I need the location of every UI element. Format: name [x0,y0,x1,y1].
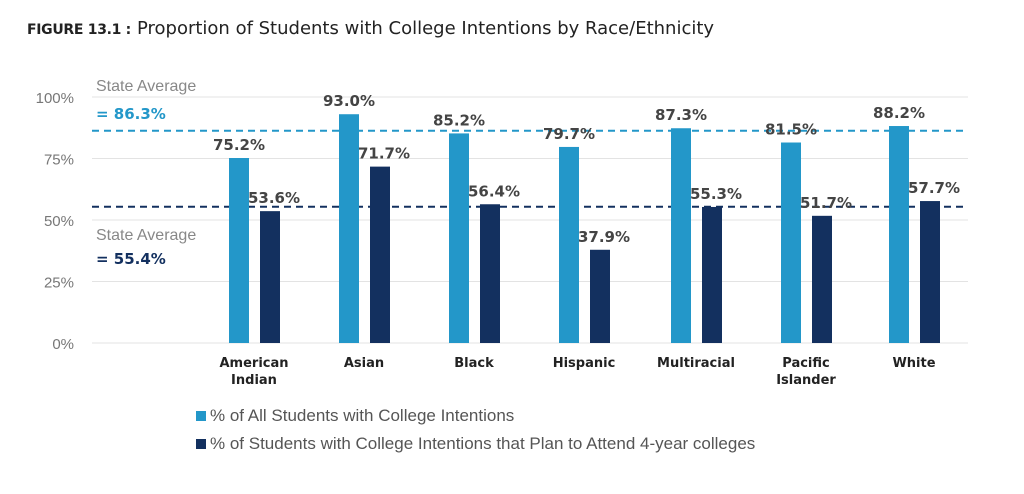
bar-all-students [229,158,249,343]
data-label: 37.9% [578,228,630,246]
y-tick-label: 25% [44,275,74,292]
y-tick-label: 50% [44,213,74,230]
bar-all-students [339,114,359,343]
data-label: 71.7% [358,145,410,163]
chart-title: FIGURE 13.1 : Proportion of Students with… [27,18,714,39]
x-tick-label: Hispanic [553,356,616,371]
state-average-label: State Average [96,227,196,244]
x-tick-label: Indian [231,373,277,388]
legend-item-4year: % of Students with College Intentions th… [196,430,755,458]
state-average-value: = 55.4% [96,250,166,268]
x-tick-label: Multiracial [657,356,735,371]
legend-item-all: % of All Students with College Intention… [196,402,755,430]
data-label: 75.2% [213,136,265,154]
state-average-label: State Average [96,78,196,95]
figure-number: FIGURE 13.1 : [27,22,131,38]
data-label: 57.7% [908,179,960,197]
bar-four-year [480,204,500,343]
data-label: 55.3% [690,185,742,203]
data-label: 81.5% [765,121,817,139]
data-label: 87.3% [655,106,707,124]
bar-all-students [449,133,469,343]
legend: % of All Students with College Intention… [196,402,755,458]
x-tick-label: Black [454,356,494,371]
x-tick-label: Islander [776,373,836,388]
bar-four-year [370,166,390,343]
data-label: 51.7% [800,194,852,212]
bar-four-year [920,201,940,343]
legend-swatch [196,411,206,421]
data-label: 79.7% [543,125,595,143]
bar-four-year [590,249,610,343]
bar-four-year [260,211,280,343]
bar-four-year [702,206,722,343]
data-label: 93.0% [323,92,375,110]
bar-all-students [559,146,579,343]
bar-all-students [781,142,801,343]
bar-four-year [812,215,832,343]
data-label: 88.2% [873,104,925,122]
state-average-value: = 86.3% [96,105,166,123]
x-tick-label: American [219,356,288,371]
y-tick-label: 75% [44,152,74,169]
x-tick-label: White [892,356,935,371]
x-tick-label: Asian [344,356,384,371]
legend-label: % of All Students with College Intention… [210,406,515,425]
legend-label: % of Students with College Intentions th… [210,434,756,453]
y-tick-label: 100% [36,90,74,107]
bar-all-students [889,126,909,343]
y-tick-label: 0% [52,336,74,353]
title-text: Proportion of Students with College Inte… [136,18,715,39]
bar-all-students [671,128,691,343]
data-label: 85.2% [433,111,485,129]
data-label: 53.6% [248,189,300,207]
legend-swatch [196,439,206,449]
data-label: 56.4% [468,182,520,200]
x-tick-label: Pacific [782,356,829,371]
